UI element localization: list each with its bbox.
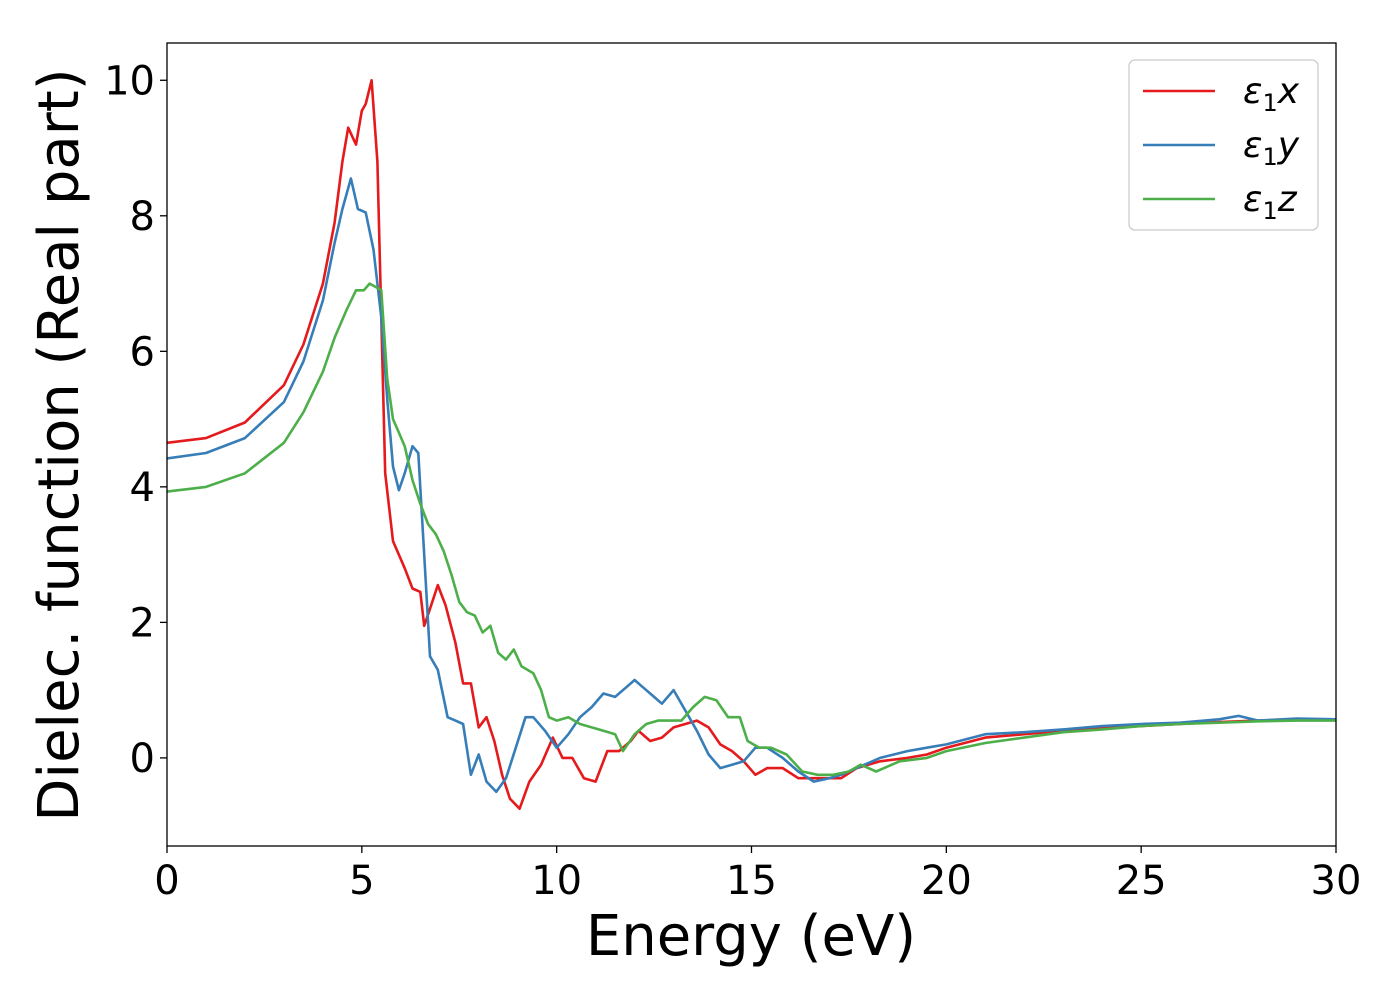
y-tick-label: 0 — [130, 736, 155, 782]
y-axis: 0 2 4 6 8 10 — [104, 58, 167, 782]
x-tick-label: 30 — [1311, 858, 1362, 904]
legend-label-y: ε1y — [1243, 125, 1300, 171]
legend-label-z: ε1z — [1243, 179, 1298, 225]
x-tick-label: 20 — [921, 858, 972, 904]
y-tick-label: 8 — [130, 194, 155, 240]
x-tick-label: 5 — [349, 858, 374, 904]
y-tick-label: 4 — [130, 465, 155, 511]
y-tick-label: 6 — [130, 329, 155, 375]
series-line-x — [167, 79, 1336, 810]
x-tick-label: 0 — [154, 858, 179, 904]
x-tick-label: 10 — [531, 858, 582, 904]
x-axis: 0 5 10 15 20 25 30 — [154, 846, 1361, 904]
series-line-y — [167, 177, 1336, 794]
x-tick-label: 25 — [1116, 858, 1167, 904]
x-axis-label: Energy (eV) — [586, 904, 916, 969]
legend-box — [1128, 59, 1319, 231]
y-tick-label: 10 — [104, 58, 155, 104]
series-line-z — [167, 282, 1336, 777]
y-tick-label: 2 — [130, 600, 155, 646]
x-tick-label: 15 — [726, 858, 777, 904]
series-layer — [167, 79, 1336, 810]
legend: ε1x ε1y ε1z — [1128, 59, 1319, 231]
legend-label-x: ε1x — [1243, 71, 1300, 117]
y-axis-label: Dielec. function (Real part) — [27, 68, 92, 821]
